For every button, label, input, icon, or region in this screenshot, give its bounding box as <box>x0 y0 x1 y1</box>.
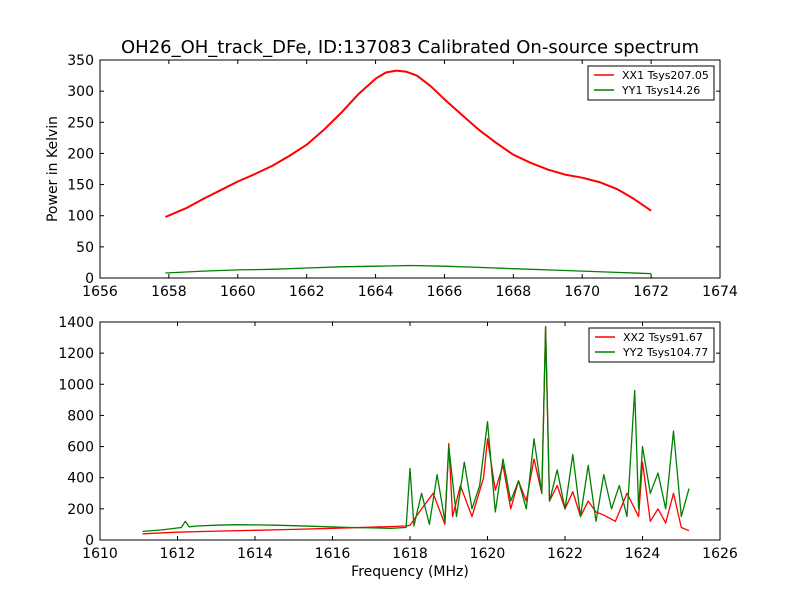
top-panel: 1656 1658 1660 1662 1664 1666 1668 1670 1672 1674… <box>45 53 738 300</box>
top-y-ticks: 0 50 100 150 200 250 300 350 <box>67 53 720 287</box>
bottom-y-tick-label: 1200 <box>58 346 94 362</box>
bottom-x-ticks: 1610 1612 1614 1616 1618 1620 1622 1624 1626 <box>82 322 738 562</box>
top-legend-box <box>587 65 715 101</box>
bottom-x-tick-label: 1612 <box>160 546 196 562</box>
top-x-tick-label: 1670 <box>564 284 600 300</box>
legend-label-xx2: XX2 Tsys91.67 <box>623 331 703 344</box>
top-y-tick-label: 300 <box>67 84 94 100</box>
bottom-x-tick-label: 1614 <box>237 546 273 562</box>
legend-label-yy2: YY2 Tsys104.77 <box>622 346 708 359</box>
top-series-1-line <box>165 69 652 218</box>
legend-label-xx1: XX1 Tsys207.05 <box>622 69 709 82</box>
top-x-tick-label: 1660 <box>220 284 256 300</box>
bottom-x-tick-label: 1626 <box>702 546 738 562</box>
bottom-x-tick-label: 1616 <box>315 546 351 562</box>
bottom-y-tick-label: 200 <box>67 502 94 518</box>
top-y-tick-label: 50 <box>76 240 94 256</box>
bottom-y-tick-label: 1400 <box>58 315 94 331</box>
top-y-tick-label: 250 <box>67 115 94 131</box>
top-x-ticks: 1656 1658 1660 1662 1664 1666 1668 1670 1672 1674 <box>82 60 738 300</box>
bottom-x-axis-label: Frequency (MHz) <box>351 564 469 580</box>
bottom-y-tick-label: 0 <box>85 533 94 549</box>
top-x-tick-label: 1662 <box>289 284 325 300</box>
top-x-tick-label: 1664 <box>358 284 394 300</box>
bottom-series-2-line <box>142 326 690 533</box>
top-plot-frame <box>99 59 721 279</box>
top-y-tick-label: 0 <box>85 271 94 287</box>
bottom-x-tick-label: 1610 <box>82 546 118 562</box>
figure-title: OH26_OH_track_DFe, ID:137083 Calibrated … <box>121 37 699 58</box>
top-y-tick-label: 100 <box>67 209 94 225</box>
top-y-tick-label: 350 <box>67 53 94 69</box>
top-x-tick-label: 1672 <box>633 284 669 300</box>
bottom-x-tick-label: 1620 <box>470 546 506 562</box>
legend-label-yy1: YY1 Tsys14.26 <box>621 84 700 97</box>
top-x-tick-label: 1656 <box>82 284 118 300</box>
bottom-panel: 1610 1612 1614 1616 1618 1620 1622 1624 1626 0 20… <box>58 315 738 580</box>
bottom-y-tick-label: 800 <box>67 408 94 424</box>
bottom-legend: XX2 Tsys91.67 YY2 Tsys104.77 <box>588 327 715 363</box>
top-y-axis-label: Power in Kelvin <box>45 116 61 222</box>
top-y-tick-label: 200 <box>67 146 94 162</box>
bottom-y-tick-label: 400 <box>67 471 94 487</box>
top-x-tick-label: 1674 <box>702 284 738 300</box>
top-series-2-line <box>165 264 652 275</box>
bottom-x-tick-label: 1624 <box>625 546 661 562</box>
top-x-tick-label: 1658 <box>151 284 187 300</box>
bottom-x-tick-label: 1622 <box>547 546 583 562</box>
bottom-series-layer <box>142 326 690 535</box>
bottom-legend-box <box>588 327 715 363</box>
top-y-tick-label: 150 <box>67 178 94 194</box>
top-series-layer <box>165 69 652 275</box>
top-x-tick-label: 1666 <box>427 284 463 300</box>
bottom-x-tick-label: 1618 <box>392 546 428 562</box>
bottom-y-tick-label: 1000 <box>58 377 94 393</box>
top-legend: XX1 Tsys207.05 YY1 Tsys14.26 <box>587 65 715 101</box>
top-x-tick-label: 1668 <box>496 284 532 300</box>
bottom-y-tick-label: 600 <box>67 440 94 456</box>
bottom-y-ticks: 0 200 400 600 800 1000 1200 1400 <box>58 315 720 549</box>
